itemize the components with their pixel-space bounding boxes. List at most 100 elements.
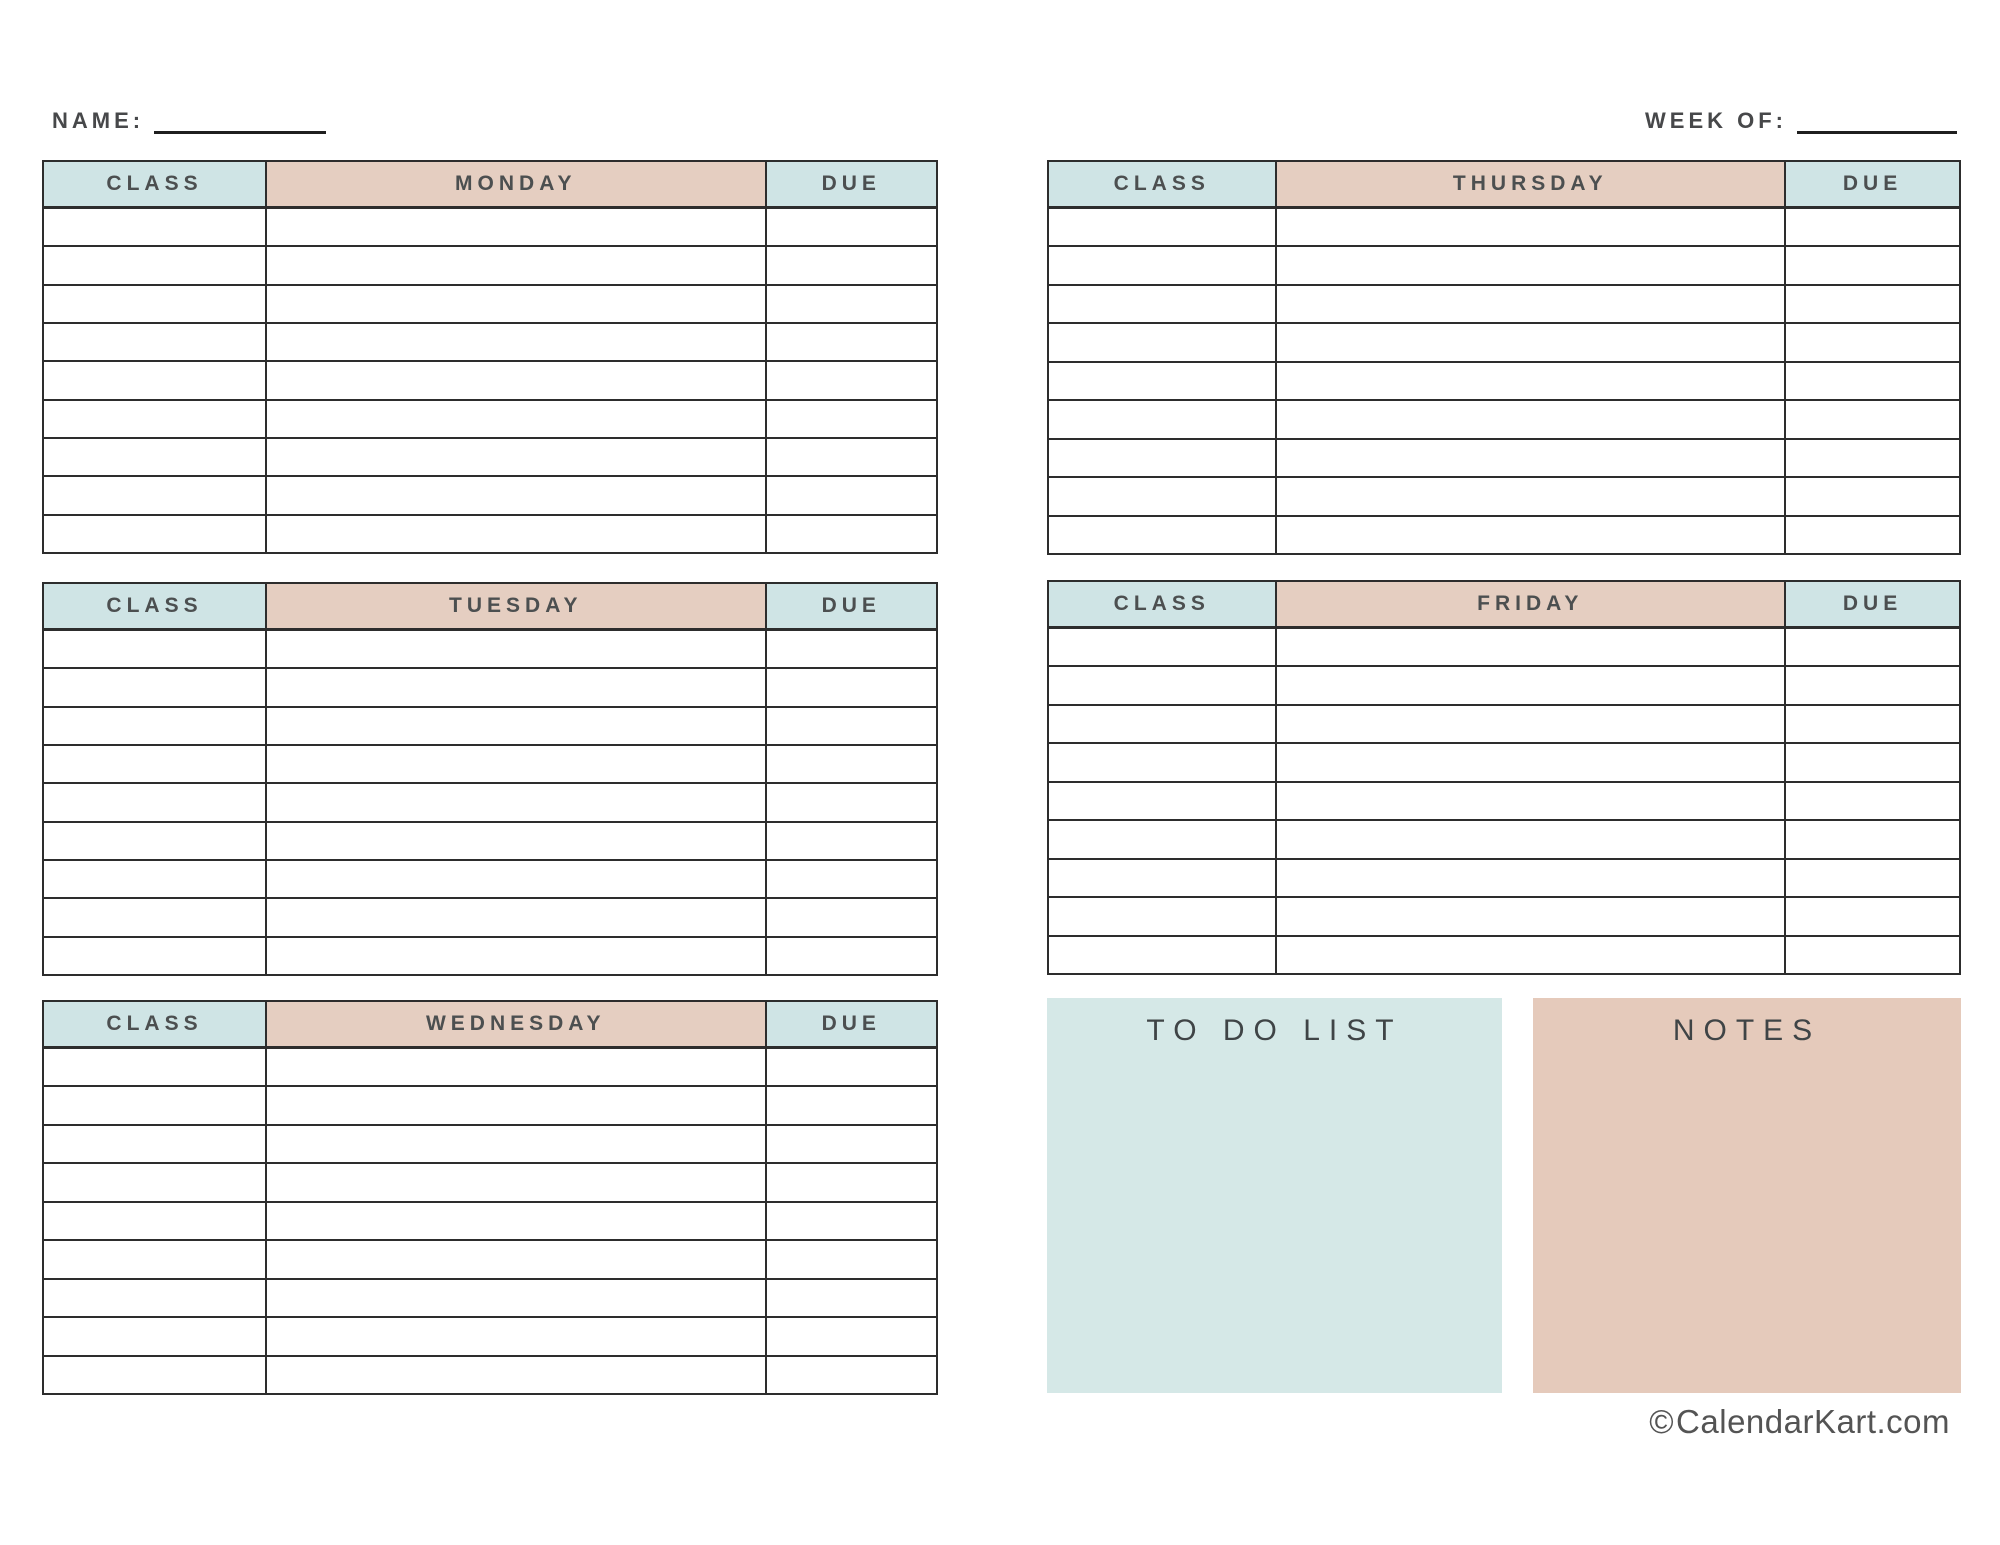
monday-day-cell [267,362,767,399]
friday-class-cell [1049,744,1277,781]
thursday-row [1049,324,1959,363]
tuesday-class-header: CLASS [44,584,267,628]
monday-day-cell [267,323,767,361]
tuesday-class-cell [44,745,267,783]
thursday-day-header: THURSDAY [1276,162,1787,206]
wednesday-day-header: WEDNESDAY [267,1002,767,1046]
thursday-day-cell [1277,247,1787,284]
tuesday-day-cell [267,899,767,936]
tuesday-row [44,822,936,861]
wednesday-day-cell [267,1125,767,1163]
tuesday-class-cell [44,631,267,668]
wednesday-day-cell [267,1279,767,1317]
friday-day-cell [1277,898,1787,935]
todo-list-panel: TO DO LIST [1047,998,1502,1393]
tuesday-row [44,784,936,823]
wednesday-class-cell [44,1202,267,1240]
thursday-due-header: DUE [1786,162,1959,206]
wednesday-class-cell [44,1049,267,1086]
monday-header-row: CLASS MONDAY DUE [44,162,936,209]
friday-row [1049,667,1959,706]
monday-due-cell [767,362,936,398]
friday-due-cell [1786,898,1959,934]
friday-row [1049,936,1959,973]
thursday-class-cell [1049,209,1277,246]
wednesday-due-cell [767,1318,936,1354]
thursday-row [1049,247,1959,286]
tuesday-day-cell [267,822,767,859]
thursday-row [1049,439,1959,479]
monday-day-cell [267,209,767,246]
tuesday-table: CLASS TUESDAY DUE [42,582,938,976]
name-field: NAME: [52,110,327,136]
friday-class-header: CLASS [1049,582,1277,626]
wednesday-table: CLASS WEDNESDAY DUE [42,1000,938,1395]
thursday-class-cell [1049,247,1277,284]
monday-row [44,477,936,516]
thursday-row [1049,516,1959,553]
monday-class-header: CLASS [44,162,267,206]
monday-class-cell [44,209,267,246]
monday-class-cell [44,247,267,284]
wednesday-row [44,1125,936,1165]
monday-row [44,438,936,478]
monday-due-cell [767,324,936,360]
friday-due-cell [1786,821,1959,857]
friday-due-cell [1786,706,1959,742]
name-blank-line [154,130,327,134]
monday-table: CLASS MONDAY DUE [42,160,938,554]
tuesday-row [44,631,936,670]
friday-day-cell [1277,629,1787,666]
tuesday-day-cell [267,784,767,821]
friday-row [1049,821,1959,860]
friday-due-cell [1786,937,1959,973]
tuesday-class-cell [44,937,267,974]
thursday-due-cell [1786,440,1959,476]
thursday-class-cell [1049,439,1277,477]
tuesday-row [44,899,936,938]
thursday-day-cell [1277,401,1787,438]
monday-row [44,515,936,552]
wednesday-due-cell [767,1049,936,1085]
tuesday-row [44,707,936,746]
footer-site-name: CalendarKart.com [1676,1403,1950,1440]
tuesday-row [44,745,936,785]
todo-list-title: TO DO LIST [1146,1014,1403,1047]
wednesday-row [44,1087,936,1126]
tuesday-day-cell [267,707,767,744]
thursday-row [1049,401,1959,440]
tuesday-row [44,669,936,708]
monday-day-header: MONDAY [267,162,767,206]
friday-class-cell [1049,782,1277,820]
monday-due-cell [767,439,936,475]
monday-due-cell [767,286,936,322]
tuesday-day-header: TUESDAY [267,584,767,628]
friday-due-cell [1786,629,1959,665]
thursday-due-cell [1786,401,1959,437]
thursday-day-cell [1277,478,1787,515]
wednesday-class-cell [44,1241,267,1278]
wednesday-due-cell [767,1126,936,1162]
monday-day-cell [267,477,767,514]
monday-day-cell [267,285,767,322]
wednesday-row [44,1279,936,1319]
wednesday-due-cell [767,1087,936,1123]
thursday-due-cell [1786,286,1959,322]
tuesday-due-cell [767,708,936,744]
friday-class-cell [1049,705,1277,743]
notes-title: NOTES [1672,1014,1822,1047]
monday-row [44,400,936,439]
monday-day-cell [267,400,767,437]
wednesday-class-cell [44,1164,267,1201]
friday-class-cell [1049,859,1277,897]
monday-row [44,362,936,401]
week-of-field: WEEK OF: [1645,110,1957,136]
wednesday-day-cell [267,1202,767,1240]
wednesday-due-cell [767,1357,936,1393]
wednesday-class-cell [44,1279,267,1317]
notes-panel: NOTES [1533,998,1961,1393]
friday-row [1049,744,1959,783]
friday-class-cell [1049,629,1277,666]
friday-due-cell [1786,667,1959,703]
friday-due-cell [1786,783,1959,819]
